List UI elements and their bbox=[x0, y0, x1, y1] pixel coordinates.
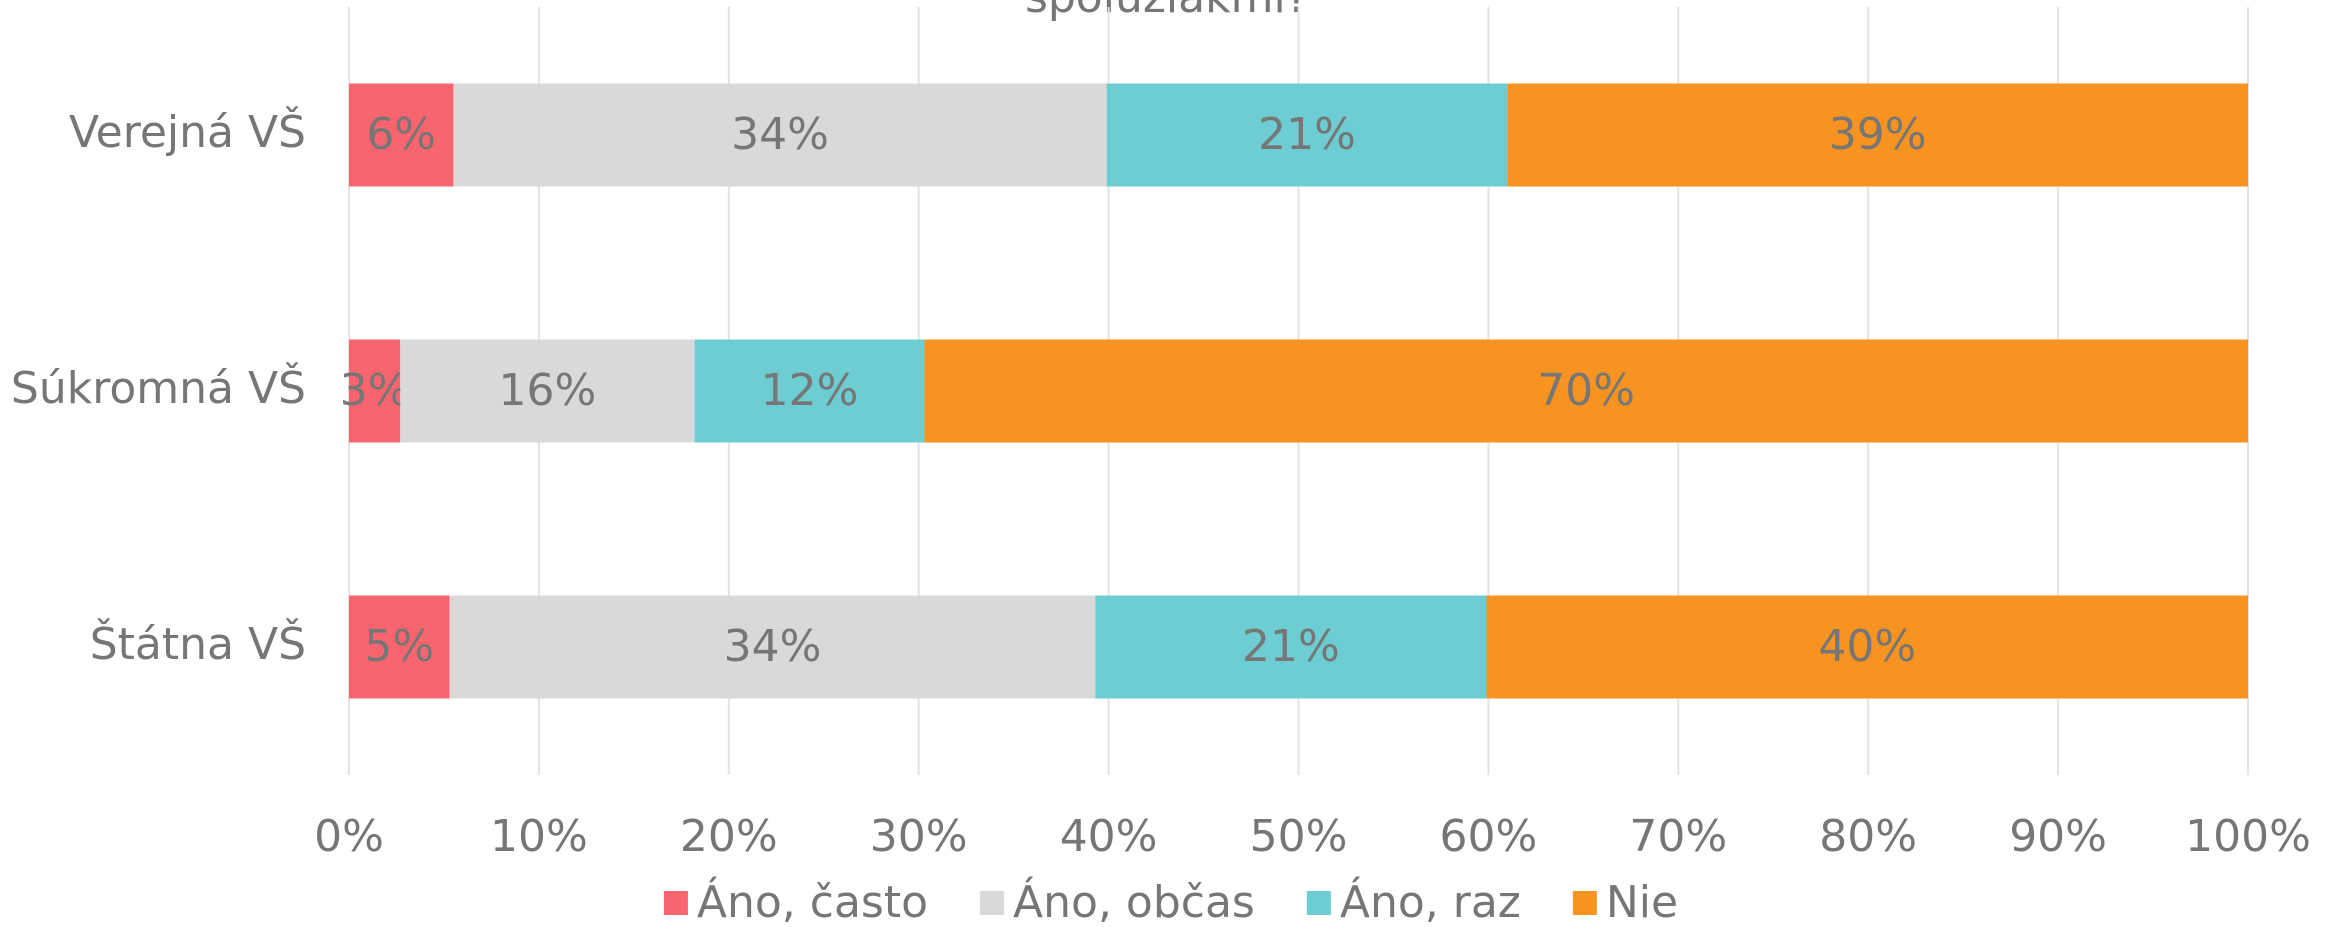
data-label: 16% bbox=[499, 365, 597, 416]
bar-segment bbox=[1106, 83, 1508, 187]
data-label: 34% bbox=[731, 109, 829, 160]
bar-segment bbox=[349, 595, 450, 699]
legend-swatch bbox=[980, 891, 1005, 915]
x-tick-label: 50% bbox=[1250, 811, 1348, 862]
bar-segment bbox=[400, 339, 695, 443]
legend-label: Áno, často bbox=[697, 875, 928, 927]
data-label: 70% bbox=[1537, 365, 1635, 416]
data-label: 34% bbox=[724, 621, 822, 672]
x-tick-label: 30% bbox=[870, 811, 968, 862]
bar-segment bbox=[349, 339, 401, 443]
data-label: 39% bbox=[1829, 109, 1927, 160]
legend-label: Áno, občas bbox=[1013, 875, 1255, 927]
y-tick-label: Verejná VŠ bbox=[69, 105, 306, 158]
bar-segment bbox=[694, 339, 925, 443]
x-tick-label: 60% bbox=[1440, 811, 1538, 862]
bar-segment bbox=[449, 595, 1096, 699]
legend-label: Áno, raz bbox=[1340, 875, 1521, 927]
x-tick-label: 70% bbox=[1629, 811, 1727, 862]
data-label: 5% bbox=[364, 621, 434, 672]
x-tick-label: 10% bbox=[490, 811, 588, 862]
data-label: 40% bbox=[1818, 621, 1916, 672]
bar-segment bbox=[349, 83, 454, 187]
bar-segment bbox=[924, 339, 2248, 443]
legend-swatch bbox=[663, 891, 688, 915]
x-tick-label: 40% bbox=[1060, 811, 1158, 862]
x-tick-label: 80% bbox=[1819, 811, 1917, 862]
bar-segment bbox=[1507, 83, 2248, 187]
data-label: 21% bbox=[1258, 109, 1356, 160]
data-label: 3% bbox=[340, 365, 410, 416]
legend-swatch bbox=[1306, 891, 1331, 915]
data-label: 12% bbox=[761, 365, 859, 416]
legend-swatch bbox=[1572, 891, 1597, 915]
bar-segment bbox=[453, 83, 1107, 187]
chart-title: spolužiakmi? bbox=[1025, 0, 1309, 23]
x-tick-label: 100% bbox=[2185, 811, 2311, 862]
data-label: 6% bbox=[366, 109, 436, 160]
x-tick-label: 0% bbox=[314, 811, 384, 862]
x-tick-label: 20% bbox=[680, 811, 778, 862]
y-tick-label: Súkromná VŠ bbox=[11, 361, 306, 414]
x-tick-label: 90% bbox=[2009, 811, 2107, 862]
y-tick-label: Štátna VŠ bbox=[90, 617, 306, 670]
legend-label: Nie bbox=[1606, 877, 1678, 927]
bar-segment bbox=[1095, 595, 1487, 699]
bar-segment bbox=[1486, 595, 2248, 699]
data-label: 21% bbox=[1242, 621, 1340, 672]
